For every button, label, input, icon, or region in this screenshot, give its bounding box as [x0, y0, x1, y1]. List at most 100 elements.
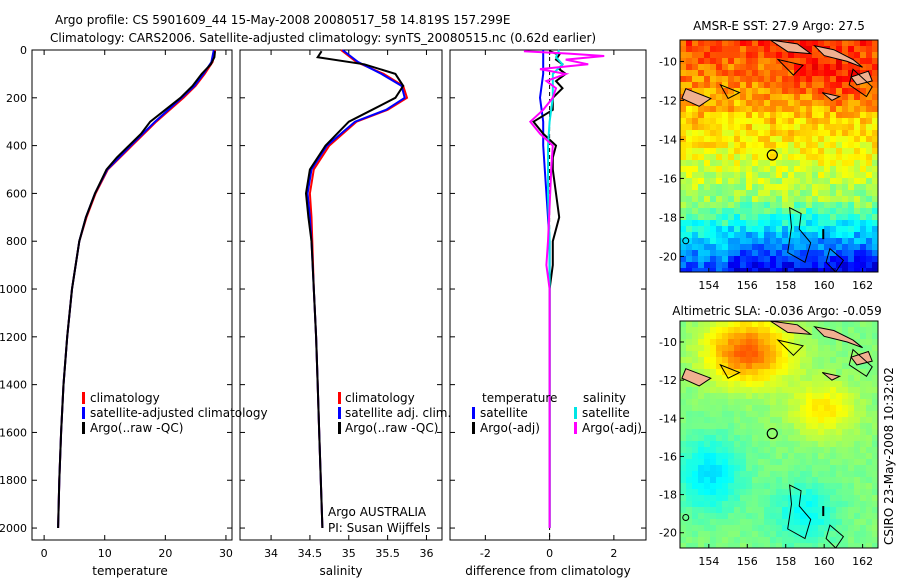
map-cell	[776, 333, 783, 340]
map-cell	[692, 339, 699, 346]
map-cell	[740, 136, 747, 143]
map-cell	[698, 453, 705, 460]
map-cell	[764, 459, 771, 466]
map-cell	[758, 64, 765, 71]
map-cell	[734, 429, 741, 436]
map-cell	[788, 441, 795, 448]
map-cell	[686, 58, 693, 65]
map-cell	[746, 543, 753, 548]
map-cell	[734, 76, 741, 83]
map-cell	[716, 435, 723, 442]
map-cell	[698, 345, 705, 352]
map-cell	[842, 537, 849, 544]
map-cell	[848, 52, 855, 59]
map-cell	[758, 363, 765, 370]
map-cell	[794, 525, 801, 532]
map-cell	[698, 178, 705, 185]
map-cell	[710, 525, 717, 532]
map-cell	[788, 345, 795, 352]
map-cell	[770, 423, 777, 430]
map-cell	[764, 369, 771, 376]
map-cell	[794, 160, 801, 167]
map-cell	[818, 124, 825, 131]
map-cell	[710, 130, 717, 137]
map-cell	[758, 423, 765, 430]
map-cell	[728, 369, 735, 376]
map-cell	[788, 184, 795, 191]
map-cell	[692, 40, 699, 47]
map-cell	[788, 100, 795, 107]
map-cell	[824, 136, 831, 143]
map-cell	[830, 495, 837, 502]
map-cell	[848, 483, 855, 490]
map-cell	[866, 262, 873, 269]
map-cell	[728, 100, 735, 107]
depth-tick-label: 800	[6, 235, 27, 248]
map-cell	[812, 82, 819, 89]
map-cell	[800, 387, 807, 394]
map-cell	[818, 435, 825, 442]
map-cell	[710, 70, 717, 77]
map-cell	[812, 471, 819, 478]
map-cell	[830, 513, 837, 520]
map-cell	[794, 256, 801, 263]
map-cell	[854, 220, 861, 227]
map-cell	[782, 136, 789, 143]
map-cell	[830, 172, 837, 179]
map-cell	[872, 118, 878, 125]
map-cell	[794, 52, 801, 59]
map-cell	[764, 82, 771, 89]
map-cell	[854, 375, 861, 382]
map-cell	[800, 453, 807, 460]
map-cell	[692, 118, 699, 125]
map-cell	[680, 130, 687, 137]
map-cell	[770, 208, 777, 215]
map-cell	[758, 339, 765, 346]
map-cell	[770, 339, 777, 346]
map-cell	[728, 465, 735, 472]
map-cell	[710, 268, 717, 272]
map-cell	[872, 381, 878, 388]
map-cell	[734, 417, 741, 424]
map-cell	[710, 453, 717, 460]
map-cell	[800, 399, 807, 406]
map-cell	[842, 435, 849, 442]
map-cell	[782, 465, 789, 472]
map-cell	[752, 178, 759, 185]
map-cell	[830, 88, 837, 95]
map-cell	[746, 262, 753, 269]
map-cell	[842, 166, 849, 173]
map-cell	[830, 58, 837, 65]
map-cell	[746, 483, 753, 490]
map-cell	[758, 136, 765, 143]
map-cell	[740, 321, 747, 328]
map-cell	[872, 543, 878, 548]
map-cell	[770, 327, 777, 334]
map-cell	[806, 471, 813, 478]
map-cell	[686, 100, 693, 107]
map-cell	[794, 94, 801, 101]
map-cell	[770, 447, 777, 454]
map-cell	[860, 327, 867, 334]
map-cell	[866, 471, 873, 478]
map-cell	[842, 94, 849, 101]
map-cell	[824, 525, 831, 532]
map-cell	[776, 106, 783, 113]
map-cell	[704, 447, 711, 454]
map-cell	[716, 82, 723, 89]
map-cell	[824, 519, 831, 526]
map-cell	[800, 381, 807, 388]
map-cell	[746, 321, 753, 328]
map-cell	[776, 130, 783, 137]
map-cell	[866, 495, 873, 502]
map-cell	[716, 166, 723, 173]
map-cell	[734, 459, 741, 466]
map-cell	[728, 88, 735, 95]
map-cell	[812, 220, 819, 227]
map-cell	[800, 82, 807, 89]
map-cell	[698, 160, 705, 167]
map-cell	[704, 88, 711, 95]
map-cell	[698, 333, 705, 340]
map-cell	[704, 124, 711, 131]
map-cell	[824, 357, 831, 364]
